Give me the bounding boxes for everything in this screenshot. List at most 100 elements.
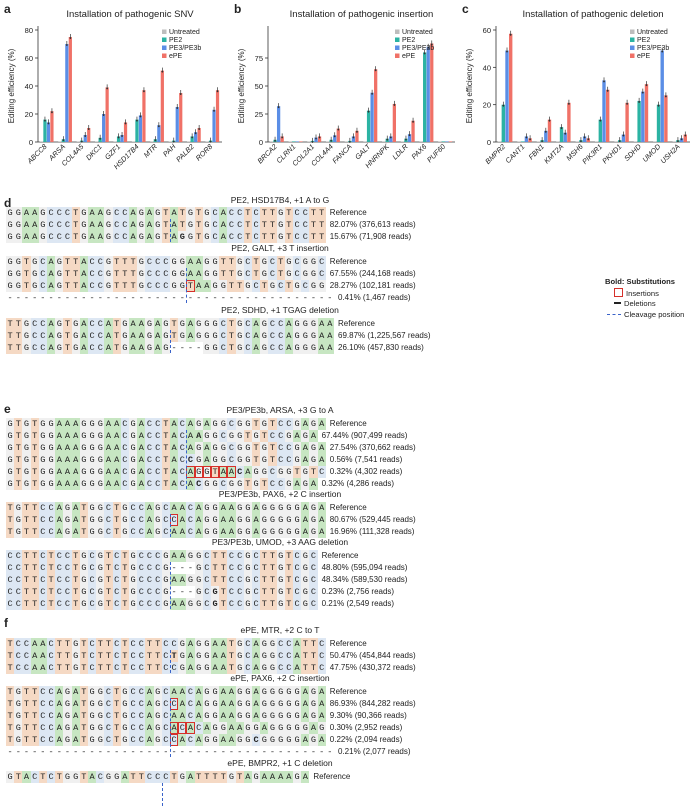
data-point-b	[311, 140, 314, 143]
nucleotide: -	[268, 292, 277, 304]
nucleotide: A	[145, 710, 154, 722]
nucleotide: A	[170, 550, 179, 562]
nucleotide: C	[293, 562, 302, 574]
bar-b-epe-pax6	[430, 43, 434, 142]
nucleotide: G	[63, 710, 72, 722]
nucleotide: C	[161, 686, 170, 698]
read-frequency-label: Reference	[329, 503, 367, 512]
nucleotide: C	[170, 638, 179, 650]
data-point-a	[99, 137, 102, 140]
nucleotide: G	[79, 562, 88, 574]
nucleotide: G	[88, 526, 97, 538]
nucleotide: C	[317, 638, 326, 650]
nucleotide: G	[276, 598, 285, 610]
nucleotide: T	[120, 280, 129, 292]
nucleotide: T	[227, 318, 236, 330]
nucleotide: T	[22, 586, 31, 598]
bar-c-untreated-kmt2a	[556, 141, 560, 142]
nucleotide: T	[243, 219, 252, 231]
nucleotide: C	[38, 342, 47, 354]
cleavage-position-line	[186, 268, 188, 304]
nucleotide: T	[22, 268, 31, 280]
nucleotide: C	[38, 502, 47, 514]
nucleotide: T	[260, 231, 269, 243]
nucleotide: C	[104, 710, 113, 722]
nucleotide: C	[153, 771, 162, 783]
nucleotide: T	[276, 256, 285, 268]
nucleotide: C	[104, 698, 113, 710]
y-axis-label-c: Editing efficiency (%)	[465, 48, 474, 123]
nucleotide: -	[194, 746, 203, 758]
bar-a-epe-hsd17b4	[142, 90, 146, 142]
nucleotide: G	[96, 442, 105, 454]
bar-c-pe2-umod	[656, 104, 661, 142]
bar-a-epe-palb2	[197, 128, 201, 142]
bar-c-pe3pe3b-kmt2a	[563, 132, 567, 142]
bar-c-epe-pik3r1	[605, 89, 610, 142]
nucleotide: A	[186, 478, 195, 490]
nucleotide: T	[301, 662, 310, 674]
nucleotide: A	[30, 662, 39, 674]
nucleotide: A	[55, 698, 64, 710]
nucleotide: A	[186, 418, 195, 430]
nucleotide: G	[22, 418, 31, 430]
nucleotide: T	[22, 722, 31, 734]
nucleotide: A	[104, 478, 113, 490]
nucleotide: G	[309, 710, 318, 722]
nucleotide: G	[129, 478, 138, 490]
read-frequency-label: Reference	[329, 419, 367, 428]
nucleotide: A	[145, 219, 154, 231]
nucleotide: A	[219, 219, 228, 231]
nucleotide: A	[227, 466, 236, 478]
nucleotide: A	[71, 442, 80, 454]
nucleotide: T	[30, 418, 39, 430]
nucleotide: C	[137, 662, 146, 674]
nucleotide: G	[63, 698, 72, 710]
nucleotide: T	[6, 514, 15, 526]
nucleotide: T	[30, 502, 39, 514]
nucleotide: -	[170, 586, 179, 598]
nucleotide: C	[178, 454, 187, 466]
data-point-b	[393, 104, 396, 106]
nucleotide: G	[55, 268, 64, 280]
nucleotide: A	[112, 454, 121, 466]
nucleotide: C	[120, 478, 129, 490]
nucleotide: G	[129, 574, 138, 586]
nucleotide: G	[211, 330, 220, 342]
nucleotide: C	[161, 771, 170, 783]
nucleotide: G	[71, 662, 80, 674]
nucleotide: A	[137, 466, 146, 478]
nucleotide: T	[120, 574, 129, 586]
nucleotide: T	[227, 662, 236, 674]
nucleotide: G	[293, 698, 302, 710]
nucleotide: T	[170, 330, 179, 342]
nucleotide: G	[276, 219, 285, 231]
bar-c-pe2-bmpr2	[501, 104, 506, 142]
nucleotide: T	[161, 219, 170, 231]
nucleotide: T	[63, 280, 72, 292]
nucleotide: A	[22, 231, 31, 243]
nucleotide: C	[301, 219, 310, 231]
nucleotide: G	[293, 418, 302, 430]
nucleotide: C	[38, 330, 47, 342]
nucleotide: A	[170, 454, 179, 466]
nucleotide: C	[38, 268, 47, 280]
nucleotide: A	[96, 219, 105, 231]
nucleotide: C	[227, 418, 236, 430]
nucleotide: T	[211, 562, 220, 574]
nucleotide: G	[202, 734, 211, 746]
legend-swatch-a	[162, 29, 167, 34]
nucleotide: C	[276, 342, 285, 354]
data-point-c	[506, 50, 508, 53]
nucleotide: G	[276, 710, 285, 722]
nucleotide: G	[260, 710, 269, 722]
nucleotide: -	[211, 746, 220, 758]
read-frequency-label: 0.41% (1,467 reads)	[338, 293, 411, 302]
data-point-a	[136, 119, 138, 122]
nucleotide: T	[104, 562, 113, 574]
nucleotide: C	[6, 574, 15, 586]
nucleotide: G	[96, 430, 105, 442]
nucleotide: C	[47, 502, 56, 514]
nucleotide: G	[243, 686, 252, 698]
